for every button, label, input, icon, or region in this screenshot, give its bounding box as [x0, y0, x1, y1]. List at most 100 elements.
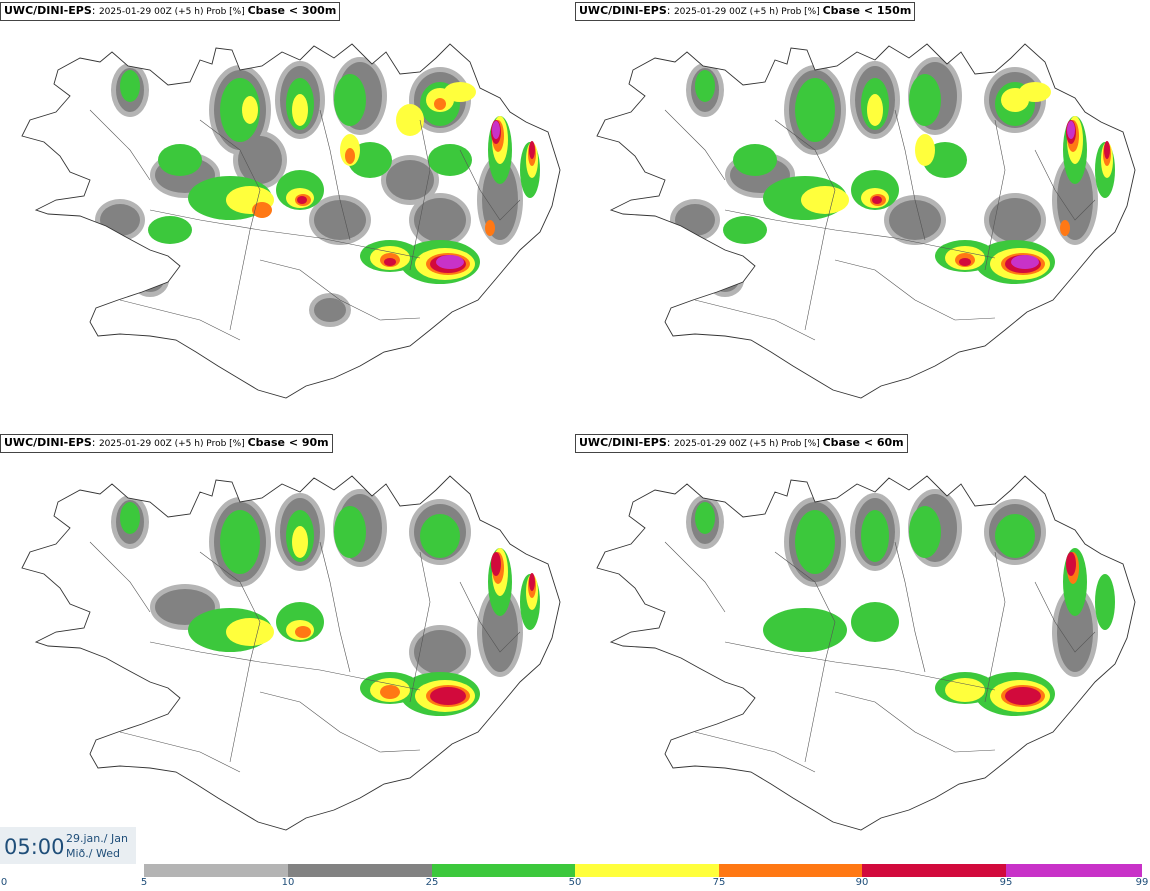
prob-area-gray — [482, 592, 518, 672]
prob-area-orange — [434, 98, 446, 110]
colorbar-tick-label: 5 — [140, 877, 148, 888]
prob-area-gray — [238, 136, 282, 184]
road-or-boundary-line — [319, 541, 351, 673]
prob-area-gray — [136, 268, 164, 292]
prob-area-green — [795, 78, 835, 142]
prob-area-red — [430, 687, 466, 705]
road-or-boundary-line — [199, 119, 261, 331]
valid-time-date: 29.jan./ Jan Mið./ Wed — [66, 831, 128, 861]
road-or-boundary-line — [119, 299, 241, 341]
road-or-boundary-line — [664, 109, 726, 181]
prob-area-yellow — [915, 134, 935, 166]
colorbar-segment — [575, 864, 719, 877]
prob-area-orange — [380, 685, 400, 699]
road-or-boundary-line — [774, 551, 836, 763]
prob-area-green — [695, 70, 715, 102]
prob-area-gray — [1057, 592, 1093, 672]
valid-time-clock: 05:00 — [4, 835, 65, 859]
colorbar-segment — [862, 864, 1006, 877]
road-or-boundary-line — [724, 641, 996, 691]
prob-area-green — [120, 70, 140, 102]
prob-area-magenta — [1067, 121, 1075, 139]
title-separator: : — [666, 436, 674, 449]
prob-area-yellow — [292, 94, 308, 126]
prob-area-red — [872, 196, 882, 204]
road-or-boundary-line — [984, 551, 1006, 703]
colorbar-tick-label: 50 — [568, 877, 582, 888]
prob-area-magenta — [436, 255, 464, 269]
run-info: 2025-01-29 00Z (+5 h) Prob [%] — [673, 439, 823, 449]
prob-area-orange — [345, 148, 355, 164]
road-or-boundary-line — [834, 691, 996, 753]
road-or-boundary-line — [1034, 581, 1096, 653]
colorbar-tick-label: 95 — [999, 877, 1013, 888]
coastline — [21, 475, 561, 831]
probability-field — [111, 489, 540, 716]
colorbar-tick-label: 10 — [281, 877, 295, 888]
prob-area-yellow — [226, 618, 274, 646]
prob-area-red — [491, 552, 501, 576]
prob-area-green — [861, 510, 889, 562]
road-or-boundary-line — [319, 109, 351, 241]
prob-area-green — [120, 502, 140, 534]
panel-title: UWC/DINI-EPS: 2025-01-29 00Z (+5 h) Prob… — [0, 434, 333, 453]
run-info: 2025-01-29 00Z (+5 h) Prob [%] — [98, 439, 248, 449]
prob-area-green — [909, 74, 941, 126]
panel-title: UWC/DINI-EPS: 2025-01-29 00Z (+5 h) Prob… — [575, 434, 908, 453]
prob-area-green — [334, 74, 366, 126]
road-or-boundary-line — [459, 581, 521, 653]
colorbar-segment — [0, 864, 144, 877]
coastline — [596, 475, 1136, 831]
iceland-probability-map — [596, 475, 1136, 831]
model-name: UWC/DINI-EPS — [4, 436, 92, 449]
prob-area-green — [220, 510, 260, 574]
road-or-boundary-line — [834, 259, 996, 321]
road-or-boundary-line — [89, 109, 151, 181]
road-or-boundary-line — [119, 731, 241, 773]
road-or-boundary-line — [409, 119, 431, 271]
run-info: 2025-01-29 00Z (+5 h) Prob [%] — [673, 7, 823, 17]
prob-area-gray — [100, 204, 140, 236]
probability-field — [670, 57, 1115, 297]
prob-area-green — [795, 510, 835, 574]
iceland-probability-map — [596, 43, 1136, 399]
prob-area-orange — [295, 626, 311, 638]
prob-area-yellow — [292, 526, 308, 558]
road-or-boundary-line — [894, 109, 926, 241]
prob-area-yellow — [242, 96, 258, 124]
colorbar-segment — [144, 864, 288, 877]
prob-area-yellow — [396, 104, 424, 136]
iceland-probability-map — [21, 43, 561, 399]
valid-date-line1: 29.jan./ Jan — [66, 832, 128, 845]
prob-area-green — [723, 216, 767, 244]
prob-area-red — [1005, 687, 1041, 705]
prob-area-gray — [314, 200, 366, 240]
map-panel: UWC/DINI-EPS: 2025-01-29 00Z (+5 h) Prob… — [575, 432, 1150, 864]
prob-area-green — [851, 602, 899, 642]
prob-area-yellow — [801, 186, 849, 214]
model-name: UWC/DINI-EPS — [579, 436, 667, 449]
variable-label: Cbase < 150m — [822, 4, 912, 17]
variable-label: Cbase < 90m — [247, 436, 329, 449]
prob-area-red — [1104, 141, 1110, 159]
road-or-boundary-line — [1034, 149, 1096, 221]
prob-area-green — [220, 78, 260, 142]
map-panel: UWC/DINI-EPS: 2025-01-29 00Z (+5 h) Prob… — [575, 0, 1150, 432]
prob-area-magenta — [492, 121, 500, 139]
prob-area-gray — [386, 160, 434, 200]
colorbar-tick-label: 25 — [425, 877, 439, 888]
road-or-boundary-line — [149, 641, 421, 691]
title-separator: : — [91, 436, 99, 449]
title-separator: : — [91, 4, 99, 17]
probability-colorbar: 0 5 10 25 50 75 90 95 99 — [0, 862, 1150, 891]
road-or-boundary-line — [694, 299, 816, 341]
colorbar-tick-label: 75 — [712, 877, 726, 888]
prob-area-red — [959, 258, 971, 266]
colorbar-segment — [719, 864, 862, 877]
road-or-boundary-line — [894, 541, 926, 673]
colorbar-tick-label: 90 — [855, 877, 869, 888]
prob-area-green — [148, 216, 192, 244]
prob-area-green — [158, 144, 202, 176]
prob-area-orange — [252, 202, 272, 218]
road-or-boundary-line — [199, 551, 261, 763]
